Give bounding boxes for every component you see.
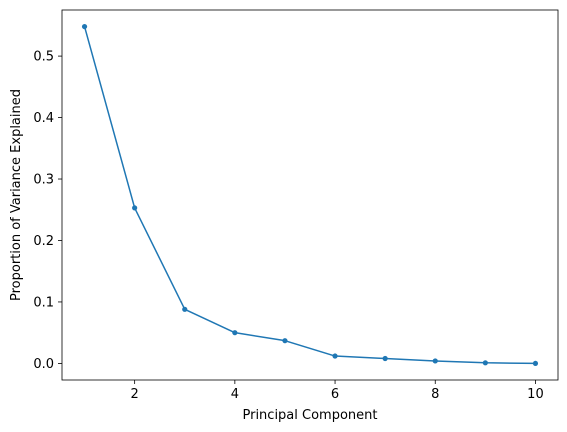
data-point [81,23,88,30]
x-tick-label: 4 [231,387,239,402]
y-tick-label: 0.0 [33,357,54,372]
y-axis-ticks: 0.0 0.1 0.2 0.3 0.4 0.5 [33,50,62,372]
x-tick-label: 6 [331,387,339,402]
data-point [232,330,238,336]
data-point [482,360,488,366]
data-point [432,358,438,364]
x-axis-ticks: 2 4 6 8 10 [131,380,544,402]
plot-area-frame [61,9,559,381]
x-tick-label: 8 [431,387,439,402]
y-tick-label: 0.3 [33,173,54,188]
x-tick-label: 10 [527,387,544,402]
data-point [282,338,288,344]
y-tick-label: 0.2 [33,234,54,249]
y-axis-label: Proportion of Variance Explained [9,89,24,301]
data-point [332,353,338,359]
y-tick-label: 0.5 [33,50,54,65]
series-layer [81,23,539,367]
y-tick-label: 0.4 [33,111,54,126]
series-line [83,26,536,365]
data-point [132,205,138,211]
data-point [382,355,388,362]
x-axis-label: Principal Component [242,408,377,423]
data-point [182,306,188,312]
data-point [532,360,539,367]
y-tick-label: 0.1 [33,295,54,310]
x-tick-label: 2 [131,387,139,402]
